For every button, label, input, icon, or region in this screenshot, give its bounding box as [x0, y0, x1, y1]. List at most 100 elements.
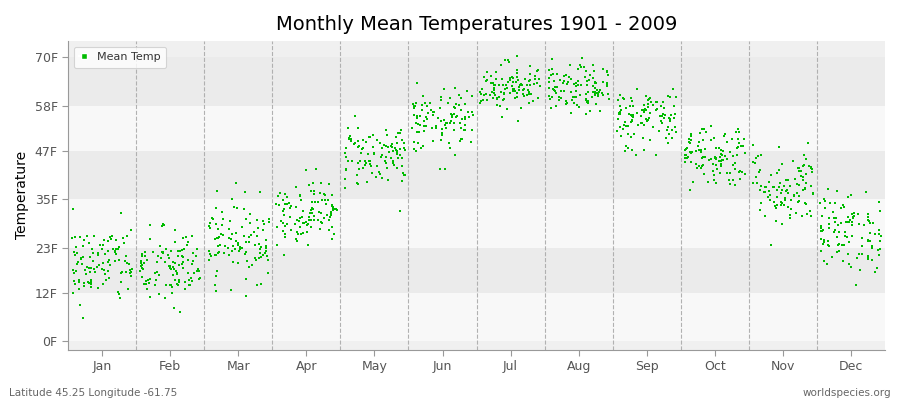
Point	[668, 111, 682, 117]
Point	[815, 241, 830, 247]
Point	[523, 71, 537, 77]
Point	[855, 242, 869, 249]
Point	[71, 259, 86, 266]
Point	[491, 96, 505, 102]
Point	[84, 276, 98, 283]
Point	[94, 242, 108, 248]
Point	[545, 56, 560, 62]
Point	[248, 254, 262, 261]
Point	[137, 260, 151, 267]
Point	[161, 255, 176, 262]
Point	[714, 158, 728, 165]
Point	[427, 112, 441, 118]
Point	[149, 268, 164, 275]
Point	[73, 302, 87, 308]
Point	[816, 196, 831, 202]
Point	[845, 232, 859, 239]
Point	[143, 222, 157, 228]
Point	[80, 233, 94, 239]
Point	[170, 270, 184, 276]
Point	[322, 181, 337, 187]
Point	[385, 160, 400, 166]
Point	[716, 147, 730, 154]
Point	[613, 103, 627, 110]
Point	[600, 72, 615, 78]
Point	[586, 62, 600, 68]
Point	[302, 181, 316, 188]
Point	[159, 282, 174, 288]
Point	[148, 270, 162, 276]
Point	[340, 158, 355, 164]
Point	[87, 266, 102, 272]
Point	[351, 144, 365, 150]
Point	[217, 250, 231, 256]
Point	[179, 234, 194, 240]
Point	[630, 122, 644, 128]
Point	[777, 183, 791, 189]
Point	[731, 144, 745, 151]
Point	[101, 238, 115, 244]
Point	[454, 107, 468, 114]
Point	[271, 193, 285, 200]
Point	[446, 111, 461, 118]
Point	[661, 124, 675, 131]
Point	[814, 200, 828, 206]
Point	[602, 96, 616, 102]
Point	[239, 249, 254, 256]
Point	[257, 221, 272, 227]
Point	[136, 266, 150, 272]
Point	[497, 91, 511, 98]
Point	[229, 180, 243, 187]
Point	[348, 113, 363, 120]
Point	[448, 152, 463, 158]
Point	[643, 96, 657, 102]
Point	[68, 252, 83, 258]
Point	[407, 104, 421, 111]
Point	[184, 261, 199, 267]
Point	[772, 184, 787, 190]
Point	[474, 91, 489, 97]
Point	[278, 201, 293, 208]
Point	[775, 200, 789, 206]
Point	[847, 210, 861, 216]
Point	[290, 229, 304, 236]
Point	[790, 164, 805, 171]
Point	[256, 218, 270, 224]
Point	[497, 96, 511, 102]
Point	[588, 84, 602, 91]
Point	[745, 159, 760, 165]
Point	[664, 127, 679, 133]
Point	[393, 152, 408, 158]
Point	[517, 87, 531, 94]
Point	[635, 107, 650, 113]
Point	[184, 277, 199, 284]
Point	[86, 250, 101, 256]
Point	[235, 224, 249, 230]
Point	[193, 275, 207, 282]
Point	[421, 110, 436, 117]
Point	[379, 160, 393, 166]
Point	[729, 152, 743, 158]
Point	[362, 133, 376, 140]
Point	[770, 194, 785, 200]
Point	[318, 192, 332, 198]
Point	[796, 163, 810, 170]
Point	[138, 252, 152, 259]
Point	[635, 135, 650, 141]
Point	[590, 92, 605, 99]
Point	[678, 147, 692, 154]
Point	[579, 95, 593, 102]
Point	[696, 162, 710, 168]
Point	[385, 141, 400, 148]
Point	[842, 219, 856, 226]
Point	[662, 118, 677, 124]
Point	[714, 150, 728, 157]
Point	[112, 256, 126, 263]
Point	[458, 116, 473, 122]
Point	[617, 119, 632, 126]
Point	[83, 254, 97, 261]
Point	[498, 56, 512, 63]
Point	[828, 200, 842, 207]
Point	[394, 127, 409, 134]
Point	[788, 176, 802, 182]
